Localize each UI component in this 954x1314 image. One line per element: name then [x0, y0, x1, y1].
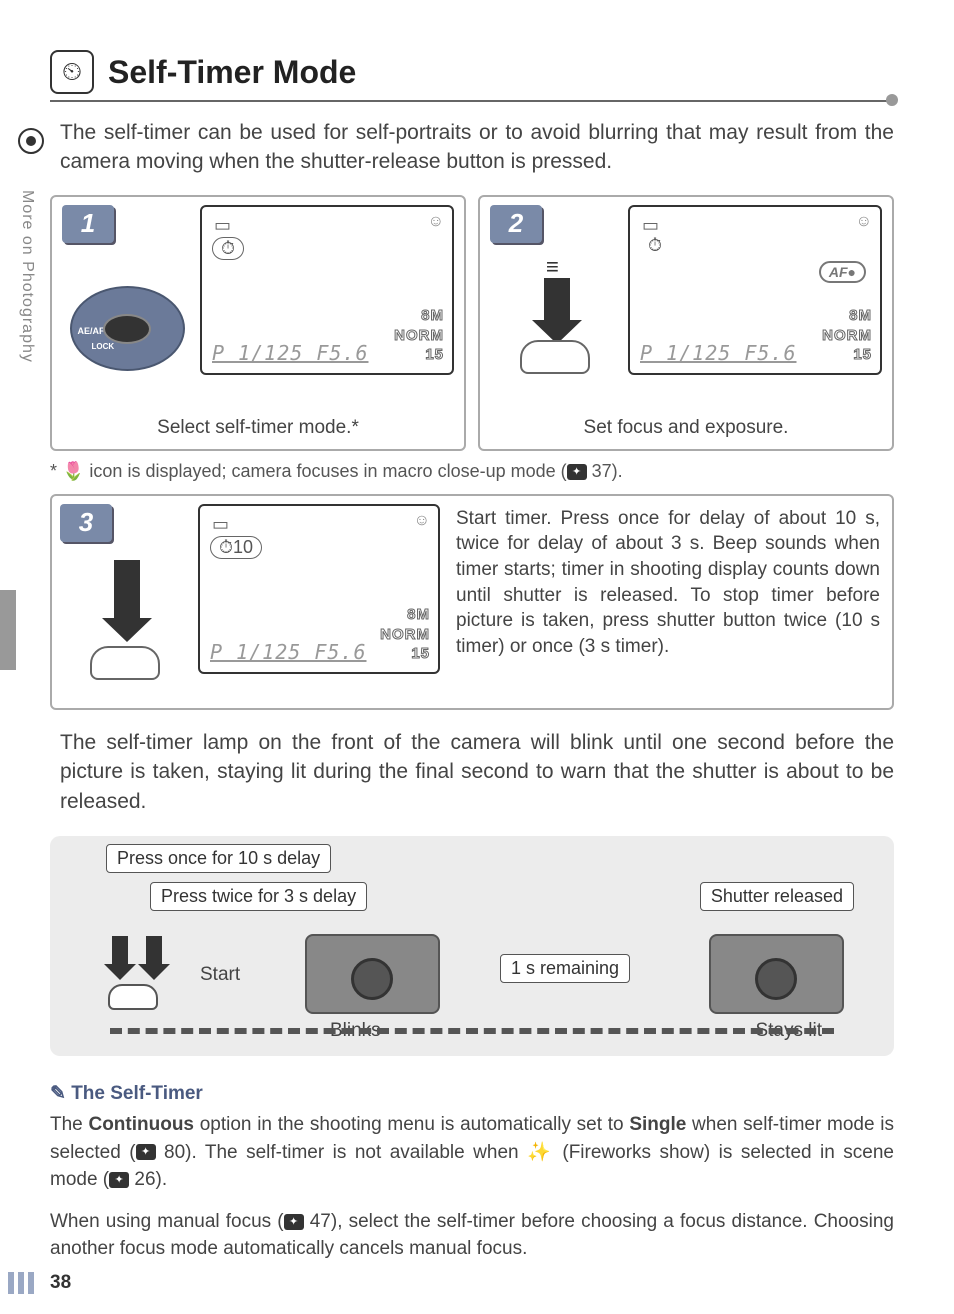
steps-1-2: 1 ▭ ⏱ ☺ 8M NORM 15 P 1/125 F5.6 — [50, 195, 894, 451]
step-1-number: 1 — [62, 205, 114, 243]
step-2-caption: Set focus and exposure. — [490, 417, 882, 439]
timer-icon: ⏱ — [640, 235, 670, 256]
label-10s: Press once for 10 s delay — [106, 844, 331, 873]
page-ref-icon: ✦ — [567, 464, 587, 480]
shutter-press — [60, 540, 190, 700]
lcd-display-1: ▭ ⏱ ☺ 8M NORM 15 P 1/125 F5.6 — [200, 205, 454, 375]
page-ref-icon: ✦ — [109, 1172, 129, 1188]
page: More on Photography ⏲ Self-Timer Mode Th… — [0, 0, 954, 1293]
label-1s-remaining: 1 s remaining — [500, 954, 630, 983]
side-tab: More on Photography — [18, 190, 36, 363]
page-ref-icon: ✦ — [136, 1144, 156, 1160]
face-icon: ☺ — [428, 213, 444, 231]
step-1-caption: Select self-timer mode.* — [62, 417, 454, 439]
camera-outline-icon: ▭ — [642, 215, 659, 236]
label-3s: Press twice for 3 s delay — [150, 882, 367, 911]
press-arrow-icon — [112, 936, 128, 966]
timer-countdown: ⏱10 — [210, 536, 262, 559]
note-title: The Self-Timer — [50, 1082, 894, 1105]
step-1: 1 ▭ ⏱ ☺ 8M NORM 15 P 1/125 F5.6 — [50, 195, 466, 451]
shutter-button-icon — [108, 984, 158, 1010]
edge-ticks — [8, 1272, 34, 1294]
press-arrow-icon — [146, 936, 162, 966]
timeline-diagram: Press once for 10 s delay Press twice fo… — [50, 836, 894, 1056]
lcd-display-3: ▭ ⏱10 ☺ 8M NORM 15 P 1/125 F5.6 — [198, 504, 440, 674]
timer-icon: ⏱ — [212, 237, 244, 260]
label-shutter-released: Shutter released — [700, 882, 854, 911]
title-row: ⏲ Self-Timer Mode — [50, 50, 894, 102]
timeline-track — [110, 1028, 834, 1034]
step-3-number: 3 — [60, 504, 112, 542]
camera-outline-icon: ▭ — [212, 514, 229, 535]
note-body-2: When using manual focus (✦ 47), select t… — [50, 1208, 894, 1263]
lcd-display-2: ▭ ⏱ ☺ AF● 8M NORM 15 P 1/125 F5.6 — [628, 205, 882, 375]
lcd-right-info: 8M NORM 15 — [822, 306, 872, 365]
label-start: Start — [200, 964, 240, 986]
page-number: 38 — [50, 1272, 71, 1294]
lamp-paragraph: The self-timer lamp on the front of the … — [50, 728, 894, 816]
note-section: The Self-Timer The Continuous option in … — [50, 1082, 894, 1263]
face-icon: ☺ — [856, 213, 872, 231]
page-title: Self-Timer Mode — [108, 54, 356, 91]
note-body-1: The Continuous option in the shooting me… — [50, 1111, 894, 1194]
lcd-right-info: 8M NORM 15 — [394, 306, 444, 365]
dial-icon — [70, 286, 185, 371]
mode-dial — [62, 249, 192, 409]
lcd-exposure: P 1/125 F5.6 — [640, 341, 797, 365]
lcd-exposure: P 1/125 F5.6 — [210, 640, 367, 664]
page-ref-icon: ✦ — [284, 1214, 304, 1230]
lcd-right-info: 8M NORM 15 — [380, 605, 430, 664]
step-3: 3 ▭ ⏱10 ☺ 8M NORM 15 — [50, 494, 894, 710]
lcd-exposure: P 1/125 F5.6 — [212, 341, 369, 365]
step-3-text: Start timer. Press once for delay of abo… — [452, 504, 884, 700]
face-icon: ☺ — [414, 512, 430, 530]
timer-mode-icon: ⏲ — [50, 50, 94, 94]
camera-lit-icon — [709, 934, 844, 1014]
af-indicator: AF● — [819, 261, 866, 283]
footnote: * 🌷 icon is displayed; camera focuses in… — [50, 461, 894, 482]
side-index-bar — [0, 590, 16, 670]
camera-blink-icon — [305, 934, 440, 1014]
intro-text: The self-timer can be used for self-port… — [50, 118, 894, 177]
shutter-press: ≡ — [490, 249, 620, 409]
camera-outline-icon: ▭ — [214, 215, 231, 236]
step-2: 2 ≡ ▭ ⏱ ☺ AF● 8M NORM — [478, 195, 894, 451]
target-icon — [18, 128, 44, 154]
step-2-number: 2 — [490, 205, 542, 243]
